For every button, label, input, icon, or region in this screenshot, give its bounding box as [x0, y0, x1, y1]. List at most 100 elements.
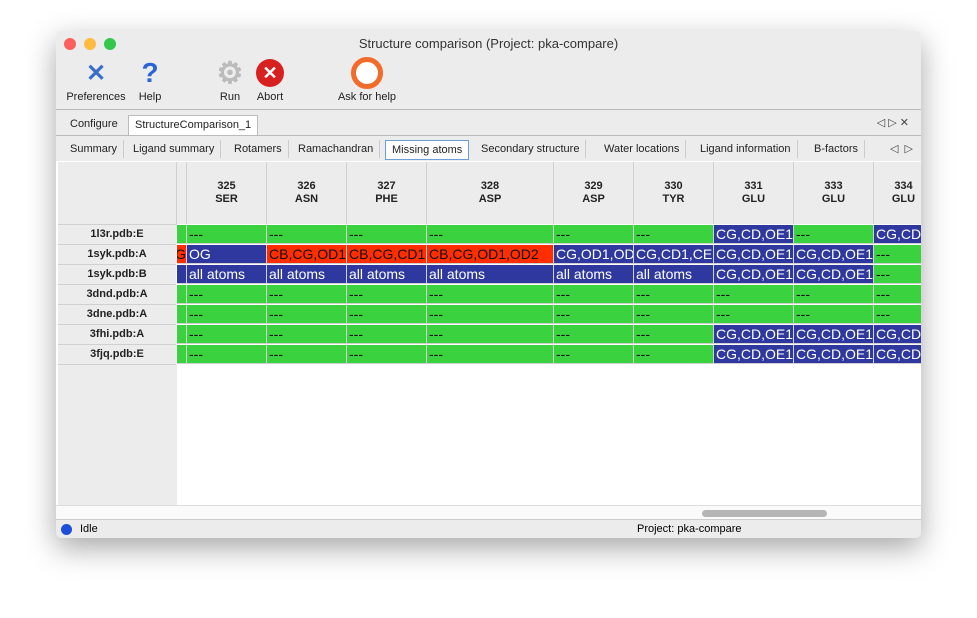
table-cell[interactable]: ---: [554, 345, 634, 364]
table-cell[interactable]: OG: [187, 245, 267, 264]
table-cell[interactable]: ---: [347, 305, 427, 324]
row-header[interactable]: 3fjq.pdb:E: [58, 345, 176, 365]
table-cell[interactable]: ---: [874, 285, 921, 304]
table-cell[interactable]: ---: [347, 285, 427, 304]
zoom-window-button[interactable]: [104, 38, 116, 50]
row-header[interactable]: 1l3r.pdb:E: [58, 225, 176, 245]
help-button[interactable]: ? Help: [134, 57, 166, 103]
table-cell[interactable]: CG,OD1,OD: [554, 245, 634, 264]
table-cell[interactable]: ---: [267, 225, 347, 244]
table-cell[interactable]: ---: [187, 305, 267, 324]
table-cell[interactable]: ---: [634, 225, 714, 244]
table-cell[interactable]: ---: [427, 345, 554, 364]
table-cell[interactable]: CG,CD,OE1: [714, 245, 794, 264]
column-header[interactable]: 329 ASP: [554, 162, 634, 224]
table-cell[interactable]: CB,CG,OD1: [267, 245, 347, 264]
table-cell[interactable]: ---: [794, 285, 874, 304]
table-cell[interactable]: all atoms: [347, 265, 427, 284]
subtab-ligand-summary[interactable]: Ligand summary: [127, 140, 222, 158]
tab-configure[interactable]: Configure: [70, 118, 118, 130]
table-cell[interactable]: all atoms: [427, 265, 554, 284]
column-header[interactable]: 326 ASN: [267, 162, 347, 224]
table-cell[interactable]: ---: [554, 325, 634, 344]
table-cell[interactable]: CG,CD1,CE: [634, 245, 714, 264]
ask-for-help-button[interactable]: Ask for help: [332, 57, 402, 103]
table-cell[interactable]: CG,CD: [874, 345, 921, 364]
table-cell[interactable]: ---: [267, 305, 347, 324]
column-header[interactable]: 327 PHE: [347, 162, 427, 224]
table-cell[interactable]: ---: [874, 245, 921, 264]
table-cell[interactable]: CG,CD,OE1: [794, 265, 874, 284]
table-cell[interactable]: ---: [714, 305, 794, 324]
close-window-button[interactable]: [64, 38, 76, 50]
table-cell[interactable]: ---: [187, 325, 267, 344]
column-header[interactable]: 331 GLU: [714, 162, 794, 224]
table-cell[interactable]: CG,CD,OE1: [714, 325, 794, 344]
table-cell[interactable]: ---: [554, 305, 634, 324]
subtab-missing-atoms[interactable]: Missing atoms: [385, 140, 470, 160]
table-cell[interactable]: G: [177, 245, 187, 264]
tab-structure-comparison[interactable]: StructureComparison_1: [128, 115, 259, 135]
table-cell[interactable]: [177, 305, 187, 324]
run-button[interactable]: ⚙ Run: [214, 57, 246, 104]
table-cell[interactable]: [177, 285, 187, 304]
column-header[interactable]: 328 ASP: [427, 162, 554, 224]
horizontal-scrollbar[interactable]: [56, 505, 921, 520]
table-cell[interactable]: CG,CD,OE1: [794, 345, 874, 364]
table-cell[interactable]: ---: [874, 265, 921, 284]
table-cell[interactable]: CG,CD,OE1: [794, 325, 874, 344]
table-cell[interactable]: CG,CD,OE1: [794, 245, 874, 264]
table-cell[interactable]: all atoms: [554, 265, 634, 284]
table-cell[interactable]: CB,CG,CD1: [347, 245, 427, 264]
subtab-nav-controls[interactable]: ◁ ▷: [889, 143, 913, 155]
table-cell[interactable]: ---: [794, 225, 874, 244]
column-header[interactable]: [177, 162, 187, 224]
scrollbar-thumb[interactable]: [702, 510, 827, 517]
table-cell[interactable]: all atoms: [187, 265, 267, 284]
row-header[interactable]: 3dne.pdb:A: [58, 305, 176, 325]
table-cell[interactable]: [177, 345, 187, 364]
table-cell[interactable]: [177, 265, 187, 284]
subtab-ligand-information[interactable]: Ligand information: [694, 140, 798, 158]
table-cell[interactable]: [177, 325, 187, 344]
table-cell[interactable]: ---: [634, 305, 714, 324]
row-header[interactable]: 3dnd.pdb:A: [58, 285, 176, 305]
table-cell[interactable]: ---: [554, 225, 634, 244]
table-cell[interactable]: ---: [347, 225, 427, 244]
table-cell[interactable]: ---: [267, 325, 347, 344]
table-cell[interactable]: CG,CD,OE1: [714, 345, 794, 364]
table-cell[interactable]: ---: [874, 305, 921, 324]
subtab-water-locations[interactable]: Water locations: [598, 140, 687, 158]
table-cell[interactable]: all atoms: [634, 265, 714, 284]
table-cell[interactable]: ---: [634, 325, 714, 344]
column-header[interactable]: 333 GLU: [794, 162, 874, 224]
column-header[interactable]: 330 TYR: [634, 162, 714, 224]
table-cell[interactable]: CG,CD,OE1: [714, 265, 794, 284]
table-cell[interactable]: CG,CD,OE1: [714, 225, 794, 244]
table-cell[interactable]: ---: [427, 285, 554, 304]
table-cell[interactable]: ---: [187, 345, 267, 364]
table-cell[interactable]: [177, 225, 187, 244]
table-cell[interactable]: ---: [267, 345, 347, 364]
table-cell[interactable]: ---: [427, 325, 554, 344]
table-cell[interactable]: CB,CG,OD1,OD2: [427, 245, 554, 264]
table-cell[interactable]: ---: [634, 285, 714, 304]
column-header[interactable]: 325 SER: [187, 162, 267, 224]
minimize-window-button[interactable]: [84, 38, 96, 50]
table-cell[interactable]: ---: [347, 325, 427, 344]
table-cell[interactable]: ---: [714, 285, 794, 304]
subtab-ramachandran[interactable]: Ramachandran: [292, 140, 381, 158]
subtab-secondary-structure[interactable]: Secondary structure: [475, 140, 587, 158]
column-header[interactable]: 334 GLU: [874, 162, 921, 224]
table-cell[interactable]: ---: [347, 345, 427, 364]
subtab-b-factors[interactable]: B-factors: [808, 140, 866, 158]
row-header[interactable]: 3fhi.pdb:A: [58, 325, 176, 345]
row-header[interactable]: 1syk.pdb:A: [58, 245, 176, 265]
table-cell[interactable]: ---: [794, 305, 874, 324]
table-cell[interactable]: ---: [427, 305, 554, 324]
table-cell[interactable]: ---: [267, 285, 347, 304]
tab-nav-controls[interactable]: ◁ ▷ ✕: [876, 117, 909, 129]
row-header[interactable]: 1syk.pdb:B: [58, 265, 176, 285]
table-cell[interactable]: ---: [187, 225, 267, 244]
table-cell[interactable]: ---: [554, 285, 634, 304]
